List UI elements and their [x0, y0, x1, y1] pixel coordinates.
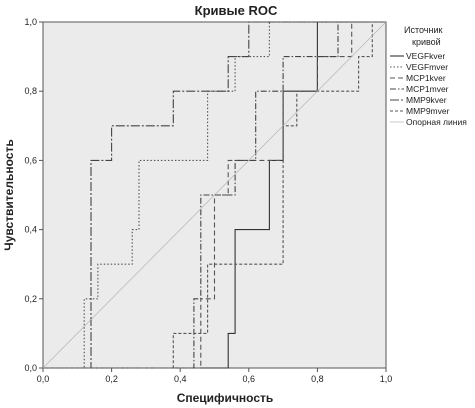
legend-label: Опорная линия	[406, 117, 467, 127]
roc-curve-mcp1mver	[43, 21, 386, 369]
chart-title: Кривые ROC	[195, 3, 278, 18]
x-tick-label: 0,4	[174, 374, 187, 384]
roc-curve-mcp1kver	[43, 21, 386, 369]
roc-curve-опорная-линия	[42, 21, 387, 369]
axis-ticks: 0,0 0,2 0,4 0,6 0,8 1,0 0,0 0,2 0,4 0,6 0,8 1,0	[24, 17, 392, 384]
y-tick-label: 0,4	[24, 225, 37, 235]
x-tick-label: 0,6	[243, 374, 256, 384]
y-tick-label: 0,8	[24, 86, 37, 96]
x-axis-label: Специфичность	[177, 391, 274, 405]
legend-title-line-1: Источник	[404, 25, 442, 35]
legend-label: MCP1kver	[406, 73, 446, 83]
y-axis-label: Чувствительность	[2, 139, 16, 250]
roc-curve-mmp9mver	[43, 21, 386, 369]
roc-curve-mmp9kver	[43, 21, 386, 369]
legend-label: VEGFkver	[406, 51, 445, 61]
x-tick-label: 0,8	[311, 374, 324, 384]
x-tick-label: 0,0	[37, 374, 50, 384]
legend: Источник кривой VEGFkverVEGFmverMCP1kver…	[390, 25, 467, 127]
x-tick-label: 0,2	[105, 374, 118, 384]
y-tick-label: 0,6	[24, 155, 37, 165]
legend-label: MMP9kver	[406, 95, 447, 105]
y-tick-label: 1,0	[24, 17, 37, 27]
x-tick-label: 1,0	[380, 374, 393, 384]
y-tick-label: 0,2	[24, 294, 37, 304]
roc-curves	[42, 21, 387, 369]
legend-label: MMP9mver	[406, 106, 450, 116]
legend-label: MCP1mver	[406, 84, 449, 94]
y-tick-label: 0,0	[24, 363, 37, 373]
legend-title-line-2: кривой	[412, 37, 441, 47]
legend-label: VEGFmver	[406, 62, 448, 72]
